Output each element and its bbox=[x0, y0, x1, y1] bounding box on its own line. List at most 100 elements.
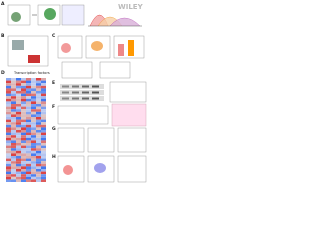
heatmap-cell bbox=[16, 130, 21, 133]
heatmap-cell bbox=[31, 124, 36, 128]
heatmap-cell bbox=[11, 158, 16, 162]
heatmap-cell bbox=[16, 127, 21, 130]
heatmap-cell bbox=[36, 98, 41, 102]
heatmap-cell bbox=[6, 150, 11, 154]
heatmap-cell bbox=[6, 88, 11, 91]
heatmap-cell bbox=[41, 158, 46, 162]
heatmap-cell bbox=[31, 93, 36, 97]
heatmap-cell bbox=[6, 163, 11, 167]
heatmap-cell bbox=[21, 132, 26, 136]
bar-panel bbox=[61, 61, 93, 79]
heatmap-cell bbox=[21, 83, 26, 86]
heatmap-cell bbox=[21, 166, 26, 169]
heatmap-cell bbox=[36, 145, 41, 149]
heatmap-cell bbox=[41, 176, 46, 180]
heatmap-cell bbox=[21, 135, 26, 138]
heatmap-cell bbox=[21, 143, 26, 146]
heatmap-cell bbox=[41, 153, 46, 156]
heatmap-cell bbox=[6, 161, 11, 164]
heatmap-cell bbox=[31, 169, 36, 172]
heatmap-cell bbox=[36, 114, 41, 117]
heatmap-cell bbox=[41, 111, 46, 115]
heatmap-cell bbox=[6, 85, 11, 89]
heatmap-cell bbox=[41, 130, 46, 133]
figure: A WILEY B C D Transcription factors E F … bbox=[0, 0, 150, 187]
heatmap-cell bbox=[31, 78, 36, 81]
heatmap-cell bbox=[16, 80, 21, 84]
heatmap-cell bbox=[16, 93, 21, 97]
heatmap-cell bbox=[41, 85, 46, 89]
heatmap-cell bbox=[11, 80, 16, 84]
heatmap-cell bbox=[11, 78, 16, 81]
heatmap-cell bbox=[16, 171, 21, 175]
heatmap-cell bbox=[31, 145, 36, 149]
heatmap-cell bbox=[21, 171, 26, 175]
heatmap-cell bbox=[11, 174, 16, 177]
heatmap-cell bbox=[26, 166, 31, 169]
heatmap bbox=[6, 78, 46, 182]
heatmap-cell bbox=[26, 153, 31, 156]
bar-panel bbox=[99, 61, 131, 79]
heatmap-cell bbox=[26, 135, 31, 138]
heatmap-cell bbox=[41, 80, 46, 84]
heatmap-cell bbox=[11, 111, 16, 115]
heatmap-cell bbox=[16, 101, 21, 104]
heatmap-cell bbox=[41, 96, 46, 99]
heatmap-cell bbox=[36, 104, 41, 107]
heatmap-cell bbox=[21, 140, 26, 143]
western-blot bbox=[60, 81, 147, 103]
heatmap-cell bbox=[11, 156, 16, 159]
heatmap-cell bbox=[6, 96, 11, 99]
heatmap-cell bbox=[41, 174, 46, 177]
heatmap-cell bbox=[21, 106, 26, 110]
heatmap-cell bbox=[11, 117, 16, 120]
heatmap-cell bbox=[36, 148, 41, 151]
heatmap-cell bbox=[11, 163, 16, 167]
heatmap-cell bbox=[31, 148, 36, 151]
heatmap-cell bbox=[6, 83, 11, 86]
heatmap-cell bbox=[31, 122, 36, 125]
heatmap-cell bbox=[16, 109, 21, 112]
heatmap-cell bbox=[11, 109, 16, 112]
heatmap-cell bbox=[11, 143, 16, 146]
heatmap-cell bbox=[41, 109, 46, 112]
heatmap-cell bbox=[26, 106, 31, 110]
heatmap-cell bbox=[11, 83, 16, 86]
heatmap-cell bbox=[41, 93, 46, 97]
heatmap-cell bbox=[6, 130, 11, 133]
heatmap-title: Transcription factors bbox=[13, 71, 50, 75]
histogram-curve bbox=[109, 17, 141, 27]
heatmap-cell bbox=[26, 148, 31, 151]
bar bbox=[12, 40, 24, 50]
heatmap-cell bbox=[16, 153, 21, 156]
heatmap-cell bbox=[21, 122, 26, 125]
heatmap-cell bbox=[41, 179, 46, 182]
heatmap-cell bbox=[16, 104, 21, 107]
heatmap-cell bbox=[21, 85, 26, 89]
heatmap-cell bbox=[16, 117, 21, 120]
heatmap-cell bbox=[21, 153, 26, 156]
heatmap-cell bbox=[11, 132, 16, 136]
heatmap-cell bbox=[6, 93, 11, 97]
heatmap-cell bbox=[26, 143, 31, 146]
heatmap-cell bbox=[6, 166, 11, 169]
heatmap-cell bbox=[21, 179, 26, 182]
heatmap-cell bbox=[6, 119, 11, 123]
heatmap-cell bbox=[21, 117, 26, 120]
heatmap-cell bbox=[16, 140, 21, 143]
heatmap-cell bbox=[36, 96, 41, 99]
heatmap-cell bbox=[16, 169, 21, 172]
heatmap-cell bbox=[6, 106, 11, 110]
heatmap-cell bbox=[6, 124, 11, 128]
heatmap-cell bbox=[26, 101, 31, 104]
heatmap-cell bbox=[26, 111, 31, 115]
heatmap-cell bbox=[31, 171, 36, 175]
heatmap-cell bbox=[21, 158, 26, 162]
heatmap-cell bbox=[21, 145, 26, 149]
scatter-panel bbox=[87, 127, 115, 153]
heatmap-cell bbox=[36, 143, 41, 146]
flow-cloud bbox=[91, 41, 103, 51]
flow-cloud bbox=[44, 8, 56, 20]
heatmap-cell bbox=[16, 135, 21, 138]
panel-label: C bbox=[52, 33, 56, 39]
